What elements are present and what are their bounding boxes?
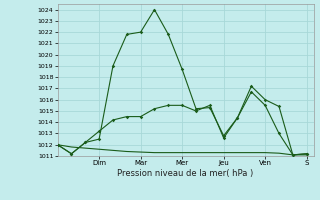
X-axis label: Pression niveau de la mer( hPa ): Pression niveau de la mer( hPa ) <box>117 169 254 178</box>
